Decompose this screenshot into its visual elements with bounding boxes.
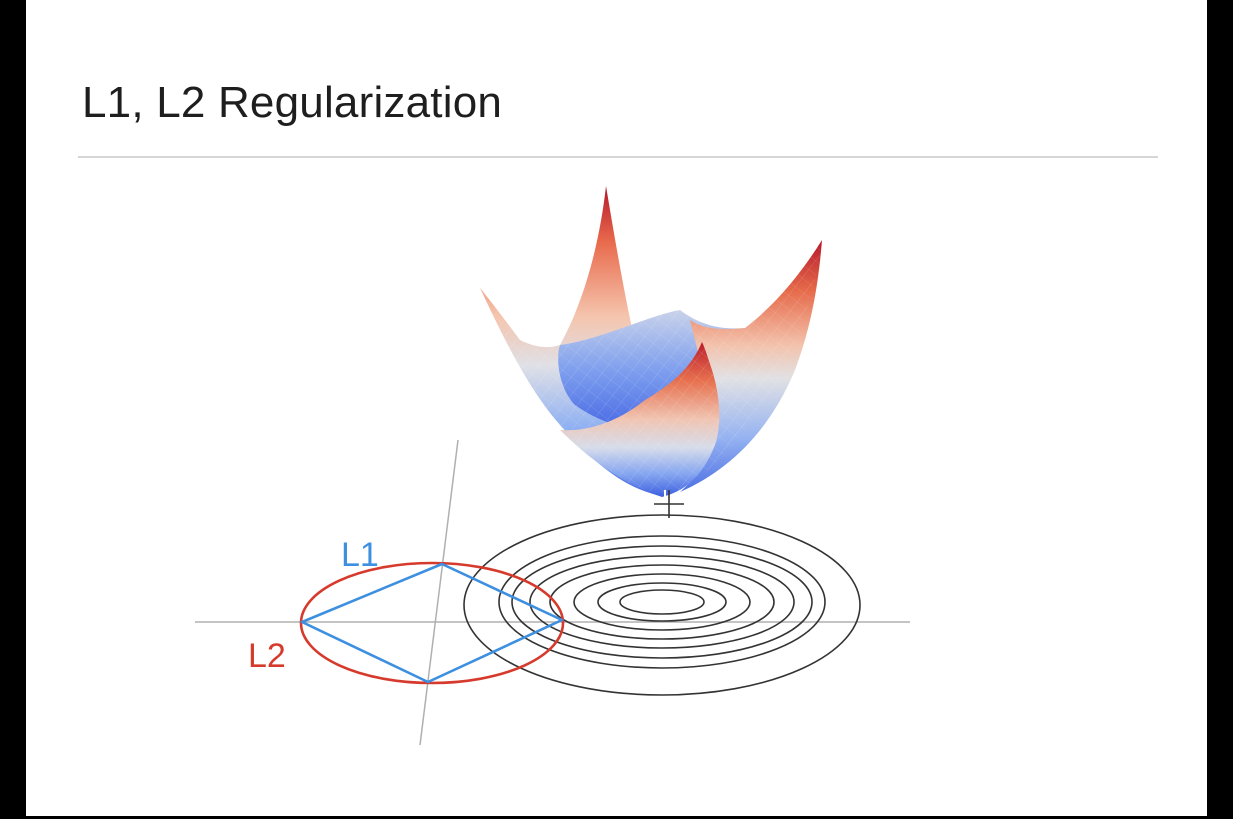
contour-ring (597, 582, 727, 622)
contour-ring (549, 564, 775, 640)
contour-ring (573, 573, 751, 631)
contour-ring (463, 514, 861, 696)
contour-ring (619, 589, 705, 615)
l1-label: L1 (341, 536, 379, 574)
crosshair-cursor-icon (654, 490, 684, 518)
left-letterbox (0, 0, 26, 819)
l1-constraint-diamond (300, 562, 564, 684)
regularization-diagram: L1 L2 (195, 186, 910, 746)
contour-ring (498, 535, 826, 669)
l2-constraint-ellipse (299, 561, 565, 685)
slide: L1, L2 Regularization (26, 0, 1207, 816)
l2-label: L2 (248, 637, 286, 675)
y-axis (419, 439, 459, 746)
loss-contours (463, 514, 861, 696)
title-divider (78, 156, 1158, 158)
right-letterbox (1207, 0, 1233, 819)
slide-title: L1, L2 Regularization (82, 78, 503, 127)
contour-ring (529, 555, 795, 649)
contour-ring (511, 545, 813, 659)
axes (195, 439, 910, 746)
loss-surface (480, 186, 822, 497)
